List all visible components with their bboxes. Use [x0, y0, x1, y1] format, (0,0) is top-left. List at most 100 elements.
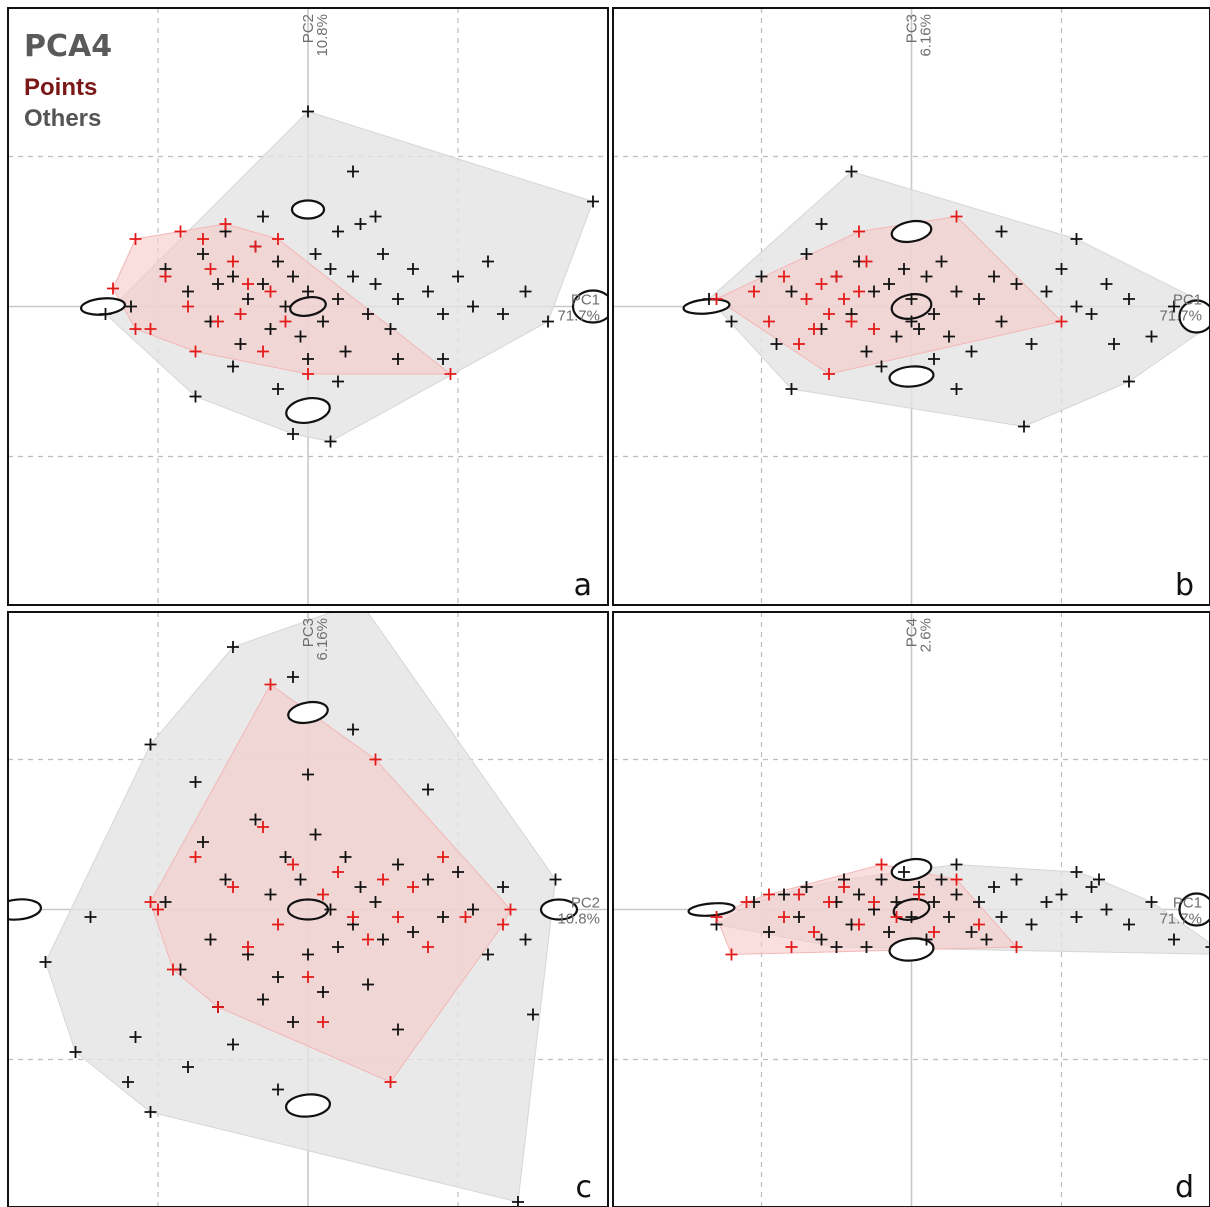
point-marker-black [324, 263, 337, 275]
point-marker-black [377, 248, 389, 260]
point-marker-black [1055, 888, 1068, 901]
point-marker-black [362, 308, 374, 320]
point-marker-black [197, 836, 209, 848]
point-marker-red [272, 918, 284, 931]
point-marker-black [928, 353, 940, 365]
point-marker-black [332, 225, 344, 238]
point-marker-black [815, 218, 828, 230]
point-marker-black [1123, 293, 1135, 305]
point-marker-black [988, 881, 1000, 893]
point-marker-black [324, 435, 337, 448]
point-marker-red [249, 240, 262, 253]
point-marker-black [287, 1016, 299, 1028]
point-marker-black [99, 308, 112, 320]
point-marker-black [815, 933, 828, 946]
point-marker-red [1010, 941, 1023, 953]
point-marker-black [1070, 233, 1083, 245]
point-marker-black [39, 956, 52, 968]
point-marker-black [988, 270, 1000, 283]
point-marker-red [242, 278, 254, 290]
point-marker-black [249, 813, 262, 826]
outline-shape [284, 1093, 332, 1118]
point-marker-black [1123, 918, 1135, 931]
point-marker-black [928, 896, 940, 908]
point-marker-red [234, 308, 247, 320]
point-marker-red [264, 678, 277, 691]
point-marker-black [1025, 338, 1038, 350]
point-marker-black [407, 926, 419, 938]
point-marker-red [392, 911, 404, 923]
point-marker-black [392, 1023, 404, 1036]
point-marker-black [257, 993, 269, 1006]
point-marker-black [920, 270, 933, 283]
point-marker-red [725, 948, 738, 961]
point-marker-black [800, 881, 813, 893]
point-marker-black [369, 278, 382, 290]
point-marker-black [1168, 300, 1180, 313]
point-marker-black [189, 390, 202, 403]
legend-item-others: Others [24, 105, 101, 132]
point-marker-red [204, 263, 217, 275]
point-marker-red [710, 293, 723, 305]
y-axis-percent: 2.6% [918, 618, 935, 652]
outline-shape [539, 898, 579, 921]
point-marker-black [898, 263, 910, 275]
point-marker-red [257, 345, 269, 358]
x-axis-percent: 71.7% [557, 308, 600, 325]
point-marker-red [748, 285, 760, 298]
point-marker-black [347, 270, 359, 283]
point-marker-black [755, 270, 768, 283]
point-marker-black [242, 293, 254, 305]
point-marker-black [189, 776, 202, 788]
point-marker-black [519, 933, 532, 946]
panel-letter: a [574, 568, 592, 603]
point-marker-black [935, 255, 948, 268]
point-marker-black [369, 210, 382, 223]
point-marker-red [152, 903, 164, 916]
point-marker-black [905, 293, 918, 305]
point-marker-black [928, 308, 940, 320]
panel-c: PC36.16% PC2 10.8% c [7, 611, 609, 1207]
point-marker-black [257, 210, 269, 223]
hull-points [715, 215, 1063, 375]
y-axis-name: PC3 [300, 618, 317, 647]
point-marker-black [860, 345, 873, 358]
point-marker-black [392, 858, 404, 871]
point-marker-black [287, 428, 299, 440]
point-marker-red [107, 282, 119, 295]
point-marker-black [1070, 911, 1083, 923]
point-marker-black [467, 300, 479, 313]
point-marker-red [369, 753, 382, 766]
point-marker-black [995, 911, 1008, 923]
point-marker-red [317, 888, 329, 901]
outline-shape [890, 857, 933, 882]
center-outline-shape [890, 293, 933, 320]
y-axis-name: PC4 [904, 618, 921, 647]
point-marker-black [324, 903, 337, 916]
point-marker-red [257, 821, 269, 833]
point-marker-black [845, 165, 858, 178]
point-marker-black [785, 383, 798, 395]
point-marker-black [763, 926, 775, 938]
point-marker-black [317, 315, 329, 328]
point-marker-black [279, 300, 292, 313]
point-marker-black [302, 285, 314, 298]
point-marker-red [242, 941, 254, 953]
point-marker-black [1070, 300, 1083, 313]
point-marker-black [1040, 896, 1053, 908]
point-marker-black [392, 353, 404, 365]
point-marker-black [883, 926, 895, 938]
point-marker-black [212, 278, 224, 290]
outline-shape [8, 898, 43, 921]
point-marker-red [845, 315, 858, 328]
point-marker-red [785, 941, 798, 953]
outline-shape [890, 219, 933, 244]
point-marker-black [1085, 308, 1098, 320]
point-marker-red [853, 918, 865, 931]
plot-area [8, 8, 608, 605]
point-marker-black [1040, 285, 1053, 298]
point-marker-black [830, 941, 843, 953]
point-marker-black [302, 768, 314, 781]
point-marker-red [793, 338, 805, 350]
point-marker-black [905, 911, 918, 923]
